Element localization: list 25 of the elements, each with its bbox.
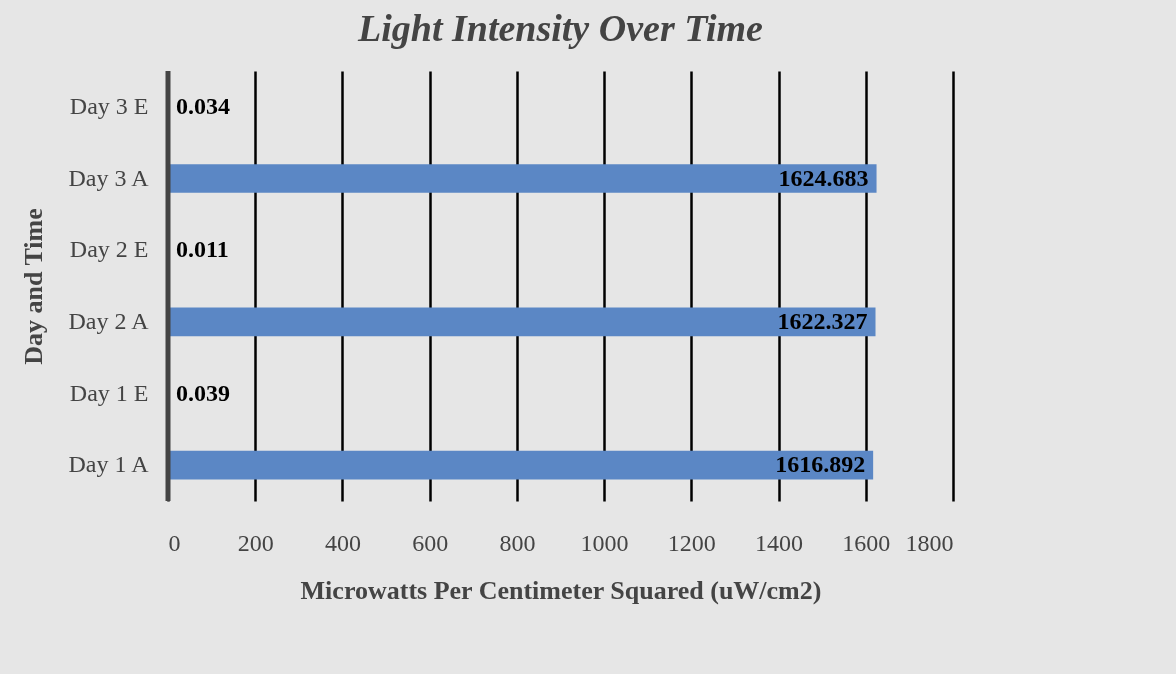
x-tick-label: 1000 — [580, 529, 629, 556]
y-tick-label: Day 2 E — [69, 236, 149, 263]
y-tick-label: Day 1 E — [69, 379, 149, 406]
data-label: 0.011 — [176, 236, 229, 263]
data-label: 1616.892 — [775, 451, 866, 478]
x-tick-label: 1600 — [842, 529, 891, 556]
y-tick-label: Day 1 A — [68, 451, 150, 478]
y-tick-label: Day 3 E — [69, 92, 149, 119]
x-tick-label: 200 — [237, 529, 274, 556]
data-label: 0.034 — [176, 92, 231, 119]
y-axis-title: Day and Time — [19, 208, 49, 365]
data-label: 1622.327 — [777, 307, 868, 334]
x-axis-title: Microwatts Per Centimeter Squared (uW/cm2) — [300, 575, 822, 605]
data-label: 0.039 — [176, 379, 231, 406]
y-tick-label: Day 2 A — [68, 307, 150, 334]
x-tick-label: 400 — [324, 529, 361, 556]
x-tick-label: 0 — [168, 529, 181, 556]
chart-title: Light Intensity Over Time — [357, 6, 764, 49]
x-tick-label: 1800 — [905, 529, 954, 556]
x-tick-label: 800 — [499, 529, 536, 556]
x-tick-label: 1400 — [755, 529, 804, 556]
y-tick-label: Day 3 A — [68, 164, 150, 191]
data-label: 1624.683 — [778, 164, 869, 191]
x-tick-label: 1200 — [667, 529, 716, 556]
x-tick-label: 600 — [412, 529, 449, 556]
